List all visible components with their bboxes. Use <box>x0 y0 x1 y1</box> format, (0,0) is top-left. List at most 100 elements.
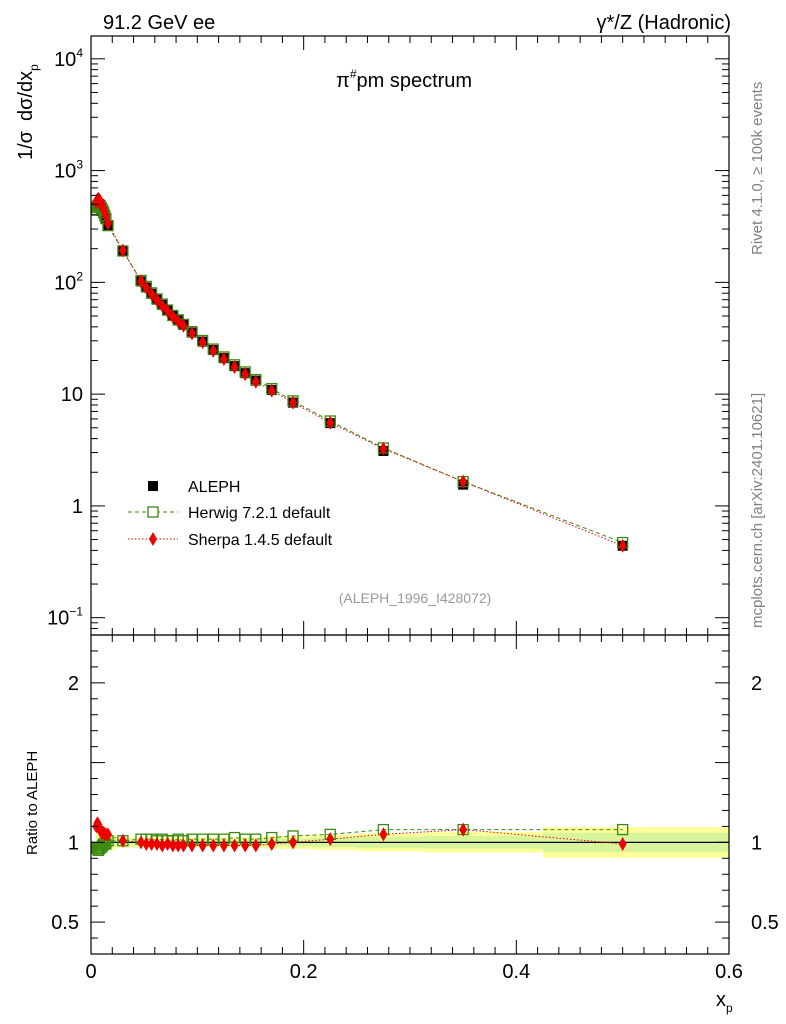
sherpa-point <box>618 538 627 553</box>
legend-marker-herwig <box>147 506 159 518</box>
sherpa-ratio-point <box>188 838 197 853</box>
ratio-y-axis-label: Ratio to ALEPH <box>24 751 41 855</box>
y-tick-label-base: 10 <box>61 384 83 406</box>
sherpa-ratio-point <box>326 832 335 847</box>
y-tick-label: 10−1 <box>47 605 83 630</box>
y-axis-label-sub: p <box>27 64 41 71</box>
y-tick-label-exp: −1 <box>69 605 83 619</box>
sherpa-point <box>188 326 197 341</box>
y-tick-label-base: 1 <box>72 496 83 518</box>
sherpa-point <box>158 298 167 313</box>
ratio-frame <box>90 634 730 955</box>
x-tick-label: 0 <box>85 961 96 983</box>
legend: ALEPH Herwig 7.2.1 default Sherpa 1.4.5 … <box>128 479 333 549</box>
sherpa-ratio-point <box>289 835 298 850</box>
y-tick-label-base: 10 <box>54 49 76 71</box>
y-tick-label-base: 10 <box>54 161 76 183</box>
x-tick-label: 0.6 <box>715 961 743 983</box>
main-plot-marks <box>90 191 629 553</box>
plot-title-main: π <box>336 70 350 92</box>
sherpa-ratio-point <box>118 833 127 848</box>
sherpa-ratio-point <box>459 822 468 837</box>
ratio-panel: 0.5 0.5 1 1 2 2 0 0.2 0.4 0.6 Ratio to ALEPH xp <box>24 634 779 1015</box>
ratio-axes: 0.5 0.5 1 1 2 2 0 0.2 0.4 0.6 <box>51 634 779 983</box>
sherpa-point <box>459 474 468 489</box>
y-axis-label: 1/σ dσ/dxp <box>15 64 41 160</box>
sherpa-point <box>142 280 151 295</box>
legend-label-aleph: ALEPH <box>188 479 240 496</box>
sherpa-point <box>147 287 156 302</box>
sherpa-ratio-point <box>251 838 260 853</box>
y-tick-label: 1 <box>72 496 83 518</box>
sherpa-ratio-point <box>198 838 207 853</box>
sherpa-ratio-point <box>152 836 161 851</box>
sherpa-point <box>198 335 207 350</box>
sherpa-ratio-point <box>618 836 627 851</box>
sherpa-point <box>219 352 228 367</box>
sherpa-ratio-point <box>230 838 239 853</box>
herwig-line <box>95 205 623 544</box>
ratio-plot-marks <box>90 816 729 858</box>
x-axis-label-sub: p <box>726 1001 733 1015</box>
sherpa-ratio-point <box>241 838 250 853</box>
header-left-label: 91.2 GeV ee <box>103 12 215 34</box>
y-tick-label: 102 <box>54 269 83 294</box>
y-tick-label-exp: 2 <box>76 269 83 283</box>
sherpa-point <box>118 243 127 258</box>
legend-entry-aleph: ALEPH <box>148 479 240 496</box>
sherpa-point <box>289 395 298 410</box>
sherpa-ratio-point <box>379 827 388 842</box>
y-tick-label-exp: 3 <box>76 158 83 172</box>
sherpa-point <box>326 415 335 430</box>
ratio-y-tick-label-right: 2 <box>751 673 762 695</box>
legend-entry-herwig: Herwig 7.2.1 default <box>128 505 331 522</box>
x-axis-label-main: x <box>716 989 726 1011</box>
sherpa-ratio-point <box>163 836 172 851</box>
mcplots-label: mcplots.cern.ch [arXiv:2401.10621] <box>749 393 766 628</box>
sherpa-ratio-point <box>142 836 151 851</box>
y-tick-label: 103 <box>54 158 83 183</box>
x-axis-label: xp <box>716 989 733 1015</box>
y-tick-label: 10 <box>61 384 83 406</box>
y-tick-label-base: 10 <box>54 272 76 294</box>
legend-marker-sherpa <box>149 532 157 546</box>
sherpa-ratio-point <box>158 838 167 853</box>
sherpa-ratio-point <box>174 838 183 853</box>
analysis-id-label: (ALEPH_1996_I428072) <box>339 590 492 606</box>
sherpa-point <box>230 359 239 374</box>
y-tick-label-base: 10 <box>47 608 69 630</box>
sherpa-ratio-point <box>219 838 228 853</box>
plot-title-sup: # <box>350 67 357 81</box>
ratio-y-tick-label-left: 1 <box>68 832 79 854</box>
sherpa-line <box>95 198 623 547</box>
sherpa-ratio-point <box>136 835 145 850</box>
legend-label-herwig: Herwig 7.2.1 default <box>188 505 331 522</box>
sherpa-ratio-point <box>104 827 113 842</box>
sherpa-point <box>163 303 172 318</box>
sherpa-point <box>136 274 145 289</box>
ratio-y-tick-label-left: 2 <box>68 673 79 695</box>
sherpa-ratio-point <box>168 838 177 853</box>
sherpa-point <box>152 293 161 308</box>
sherpa-point <box>179 318 188 333</box>
sherpa-ratio-point <box>179 838 188 853</box>
y-tick-label: 104 <box>54 46 83 71</box>
y-axis-label-prefix: 1/σ <box>15 130 37 160</box>
sherpa-point <box>209 343 218 358</box>
sherpa-ratio-point <box>209 838 218 853</box>
ratio-y-tick-label-right: 0.5 <box>751 912 779 934</box>
sherpa-ratio-point <box>267 836 276 851</box>
sherpa-point <box>241 367 250 382</box>
sherpa-point <box>251 374 260 389</box>
plot-title-rest: pm spectrum <box>357 70 473 92</box>
herwig-ratio-point <box>617 823 629 836</box>
legend-marker-aleph <box>148 481 158 491</box>
y-tick-label-exp: 4 <box>76 46 83 60</box>
y-axis-label-main: dσ/dx <box>15 71 37 121</box>
sherpa-point <box>267 383 276 398</box>
sherpa-point <box>104 216 113 231</box>
x-tick-label: 0.2 <box>290 961 318 983</box>
x-tick-label: 0.4 <box>502 961 530 983</box>
